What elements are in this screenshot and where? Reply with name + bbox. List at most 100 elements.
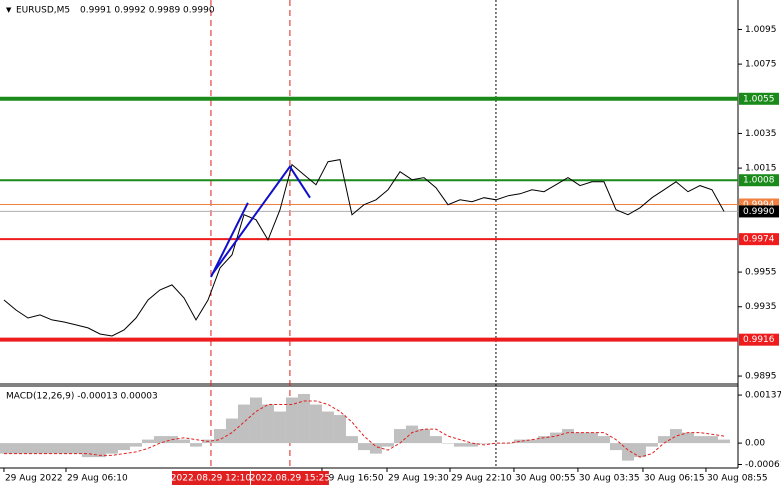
- x-tick-label: 29 Aug 22:10: [451, 474, 512, 484]
- macd-bar: [273, 411, 286, 444]
- macd-bar: [453, 443, 466, 447]
- symbol-marker: ▼: [6, 6, 12, 14]
- y-tick-label: 1.0075: [745, 60, 777, 70]
- y-tick-label: 0.00137: [745, 391, 781, 401]
- level-label: 0.9994: [743, 200, 775, 210]
- macd-bar: [405, 425, 418, 444]
- macd-bar: [177, 439, 190, 444]
- macd-bar: [717, 439, 730, 444]
- macd-bar: [681, 432, 694, 444]
- macd-bar: [621, 443, 634, 461]
- macd-bar: [69, 443, 82, 454]
- macd-bar: [57, 443, 70, 454]
- macd-bar: [117, 443, 130, 451]
- macd-bar: [705, 436, 718, 444]
- macd-bar: [33, 443, 46, 454]
- current-price-label: 0.9990: [743, 207, 775, 217]
- macd-bar: [0, 443, 10, 454]
- macd-bar: [513, 439, 526, 444]
- y-tick-label: -0.00061: [745, 460, 781, 470]
- chart-title: EURUSD,M5: [16, 6, 70, 16]
- x-tick-label: 30 Aug 06:15: [644, 474, 705, 484]
- event-label-box: [171, 471, 250, 485]
- x-tick-label: 29 Aug 06:10: [67, 474, 128, 484]
- macd-bar: [369, 443, 382, 454]
- macd-bar: [393, 429, 406, 444]
- y-tick-label: 0.9895: [745, 372, 777, 382]
- level-label-box: [739, 92, 779, 105]
- macd-title: MACD(12,26,9) -0.00013 0.00003: [6, 392, 158, 402]
- level-label: 0.9916: [743, 335, 775, 345]
- signal-line: [4, 400, 725, 458]
- level-label-box: [739, 233, 779, 246]
- macd-bar: [573, 432, 586, 444]
- y-tick-label: 0.9955: [745, 268, 777, 278]
- macd-bar: [381, 443, 394, 447]
- macd-bar: [357, 443, 370, 451]
- macd-bar: [429, 436, 442, 444]
- macd-bar: [213, 429, 226, 444]
- macd-bar: [333, 415, 346, 444]
- macd-bar: [609, 443, 622, 451]
- macd-bar: [237, 404, 250, 444]
- chart-subtitle: 0.9991 0.9992 0.9989 0.9990: [80, 6, 215, 16]
- event-label: 2022.08.29 12:10: [171, 474, 252, 484]
- macd-bar: [465, 443, 478, 447]
- event-label-box: [250, 471, 329, 485]
- current-price-box: [739, 205, 779, 218]
- macd-bar: [225, 418, 238, 444]
- x-tick-label: 30 Aug 00:55: [515, 474, 576, 484]
- x-tick-label: 30 Aug 03:35: [579, 474, 640, 484]
- trendline: [212, 164, 311, 274]
- level-label: 1.0008: [743, 176, 775, 186]
- y-tick-label: 0.00: [745, 439, 765, 449]
- macd-bar: [153, 436, 166, 444]
- macd-bar: [561, 429, 574, 444]
- macd-bar: [669, 429, 682, 444]
- macd-bar: [585, 432, 598, 444]
- macd-bar: [657, 436, 670, 444]
- macd-bar: [21, 443, 34, 454]
- macd-bar: [537, 436, 550, 444]
- event-label: 2022.08.29 15:25: [250, 474, 330, 484]
- macd-bar: [105, 443, 118, 454]
- macd-bar: [261, 404, 274, 444]
- macd-bar: [525, 439, 538, 444]
- macd-bar: [129, 443, 142, 447]
- x-tick-label: 29 Aug 2022: [5, 474, 63, 484]
- macd-bar: [345, 436, 358, 444]
- y-tick-label: 1.0095: [745, 25, 777, 35]
- x-tick-label: 30 Aug 08:55: [707, 474, 768, 484]
- level-label-box: [739, 333, 779, 346]
- macd-bar: [489, 443, 502, 444]
- macd-bar: [597, 436, 610, 444]
- macd-bar: [93, 443, 106, 458]
- macd-bar: [441, 443, 454, 444]
- level-label-box: [739, 174, 779, 187]
- trendline: [210, 202, 249, 278]
- macd-bar: [645, 443, 658, 447]
- x-tick-label: 29 Aug 19:30: [388, 474, 449, 484]
- macd-bar: [9, 443, 22, 454]
- macd-bar: [633, 443, 646, 458]
- macd-bar: [141, 439, 154, 444]
- y-tick-label: 1.0035: [745, 129, 777, 139]
- macd-bar: [549, 432, 562, 444]
- y-tick-label: 1.0015: [745, 164, 777, 174]
- macd-bar: [477, 443, 490, 444]
- macd-bar: [249, 397, 262, 444]
- macd-bar: [297, 394, 310, 444]
- macd-bar: [321, 411, 334, 444]
- macd-bar: [189, 443, 202, 447]
- macd-bar: [417, 429, 430, 444]
- level-label: 1.0055: [743, 94, 775, 104]
- price-line: [3, 159, 725, 337]
- level-label: 0.9974: [743, 235, 775, 245]
- macd-bar: [45, 443, 58, 454]
- x-tick-label: 29 Aug 16:50: [323, 474, 384, 484]
- macd-bar: [285, 397, 298, 444]
- macd-bar: [81, 443, 94, 458]
- macd-bar: [309, 404, 322, 444]
